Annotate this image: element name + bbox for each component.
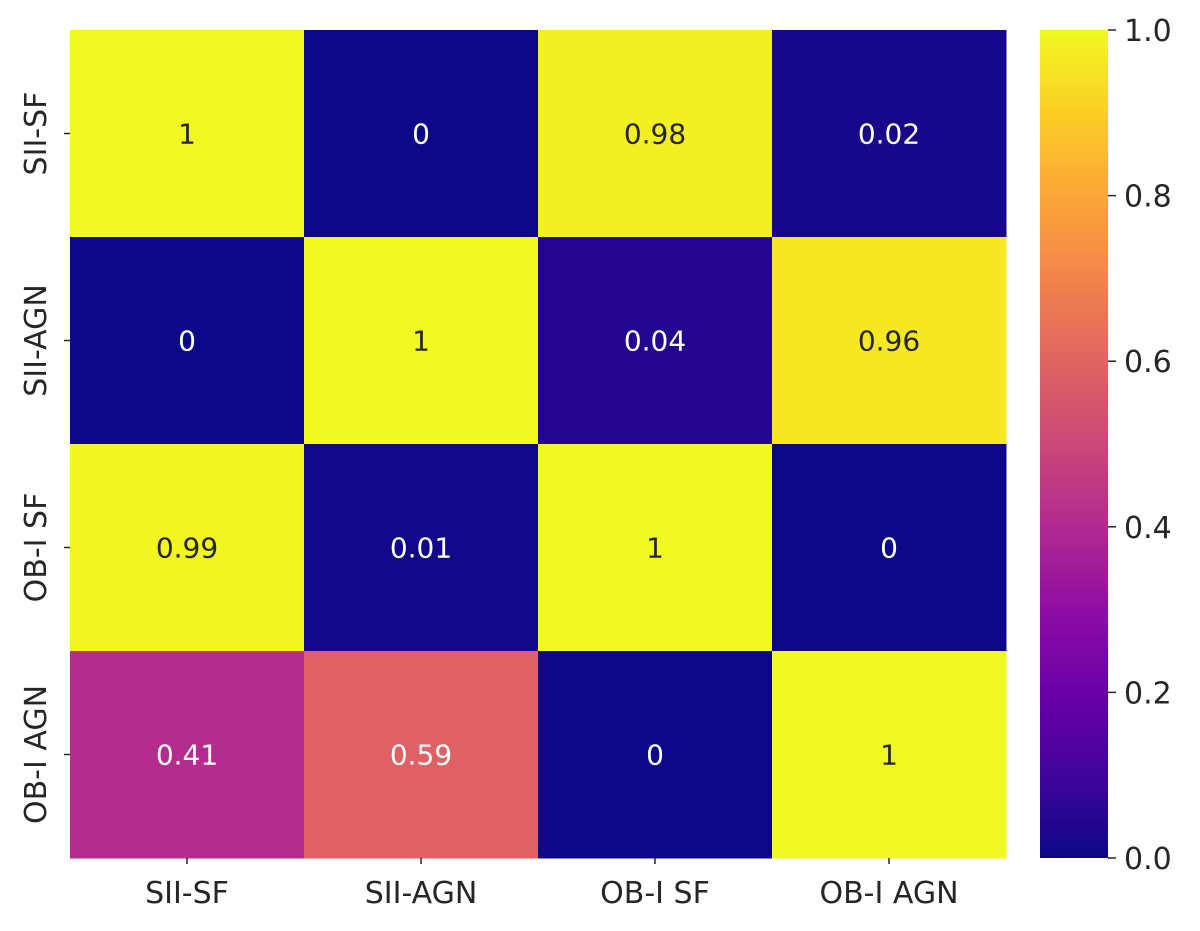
- x-axis: SII-SF SII-AGN OB-I SF OB-I AGN: [145, 858, 959, 911]
- heatmap-grid: 1 0 0.98 0.02 0 1 0.04 0.96 0.99 0.01 1 0 0.41 0.59 0 1: [70, 30, 1007, 859]
- heatmap-cell: [70, 237, 305, 445]
- x-tick-label: SII-AGN: [365, 876, 478, 911]
- cell-value-label: 0: [880, 532, 898, 565]
- cell-value-label: 1: [646, 532, 664, 565]
- cell-value-label: 0: [412, 118, 430, 151]
- heatmap-cell: [70, 444, 305, 652]
- heatmap-cell: [304, 444, 539, 652]
- colorbar-tick-label: 0.8: [1124, 180, 1172, 215]
- heatmap-cell: [304, 30, 539, 238]
- heatmap-cell: [538, 651, 773, 859]
- cell-value-label: 0.02: [858, 118, 920, 151]
- colorbar-tick-label: 0.0: [1124, 842, 1172, 877]
- heatmap-cell: [772, 30, 1007, 238]
- cell-value-label: 0: [178, 325, 196, 358]
- colorbar-tick-label: 0.2: [1124, 676, 1172, 711]
- cell-value-label: 1: [178, 118, 196, 151]
- x-tick-label: OB-I SF: [600, 876, 710, 911]
- y-tick-label: SII-SF: [19, 92, 54, 176]
- heatmap-cell: [538, 444, 773, 652]
- y-tick-label: OB-I SF: [19, 493, 54, 603]
- cell-value-label: 0.41: [156, 739, 218, 772]
- x-tick-label: OB-I AGN: [819, 876, 958, 911]
- cell-value-label: 0.01: [390, 532, 452, 565]
- heatmap-cell: [70, 30, 305, 238]
- cell-value-label: 0.04: [624, 325, 686, 358]
- colorbar-tick-label: 0.4: [1124, 511, 1172, 546]
- colorbar-gradient: [1040, 30, 1108, 858]
- cell-value-label: 0.59: [390, 739, 452, 772]
- heatmap-cell: [538, 30, 773, 238]
- x-tick-label: SII-SF: [145, 876, 229, 911]
- heatmap-cell: [772, 444, 1007, 652]
- colorbar-tick-label: 0.6: [1124, 345, 1172, 380]
- heatmap-cell: [304, 237, 539, 445]
- cell-value-label: 0: [646, 739, 664, 772]
- heatmap-cell: [304, 651, 539, 859]
- y-axis: SII-SF SII-AGN OB-I SF OB-I AGN: [19, 92, 70, 824]
- heatmap-cell: [70, 651, 305, 859]
- y-tick-label: SII-AGN: [19, 284, 54, 397]
- heatmap-cell: [538, 237, 773, 445]
- cell-value-label: 0.96: [858, 325, 920, 358]
- cell-value-label: 0.99: [156, 532, 218, 565]
- heatmap-cell: [772, 237, 1007, 445]
- cell-value-label: 1: [412, 325, 430, 358]
- colorbar: 0.0 0.2 0.4 0.6 0.8 1.0: [1040, 14, 1172, 877]
- y-tick-label: OB-I AGN: [19, 685, 54, 824]
- cell-value-label: 1: [880, 739, 898, 772]
- cell-value-label: 0.98: [624, 118, 686, 151]
- heatmap-cell: [772, 651, 1007, 859]
- colorbar-tick-label: 1.0: [1124, 14, 1172, 49]
